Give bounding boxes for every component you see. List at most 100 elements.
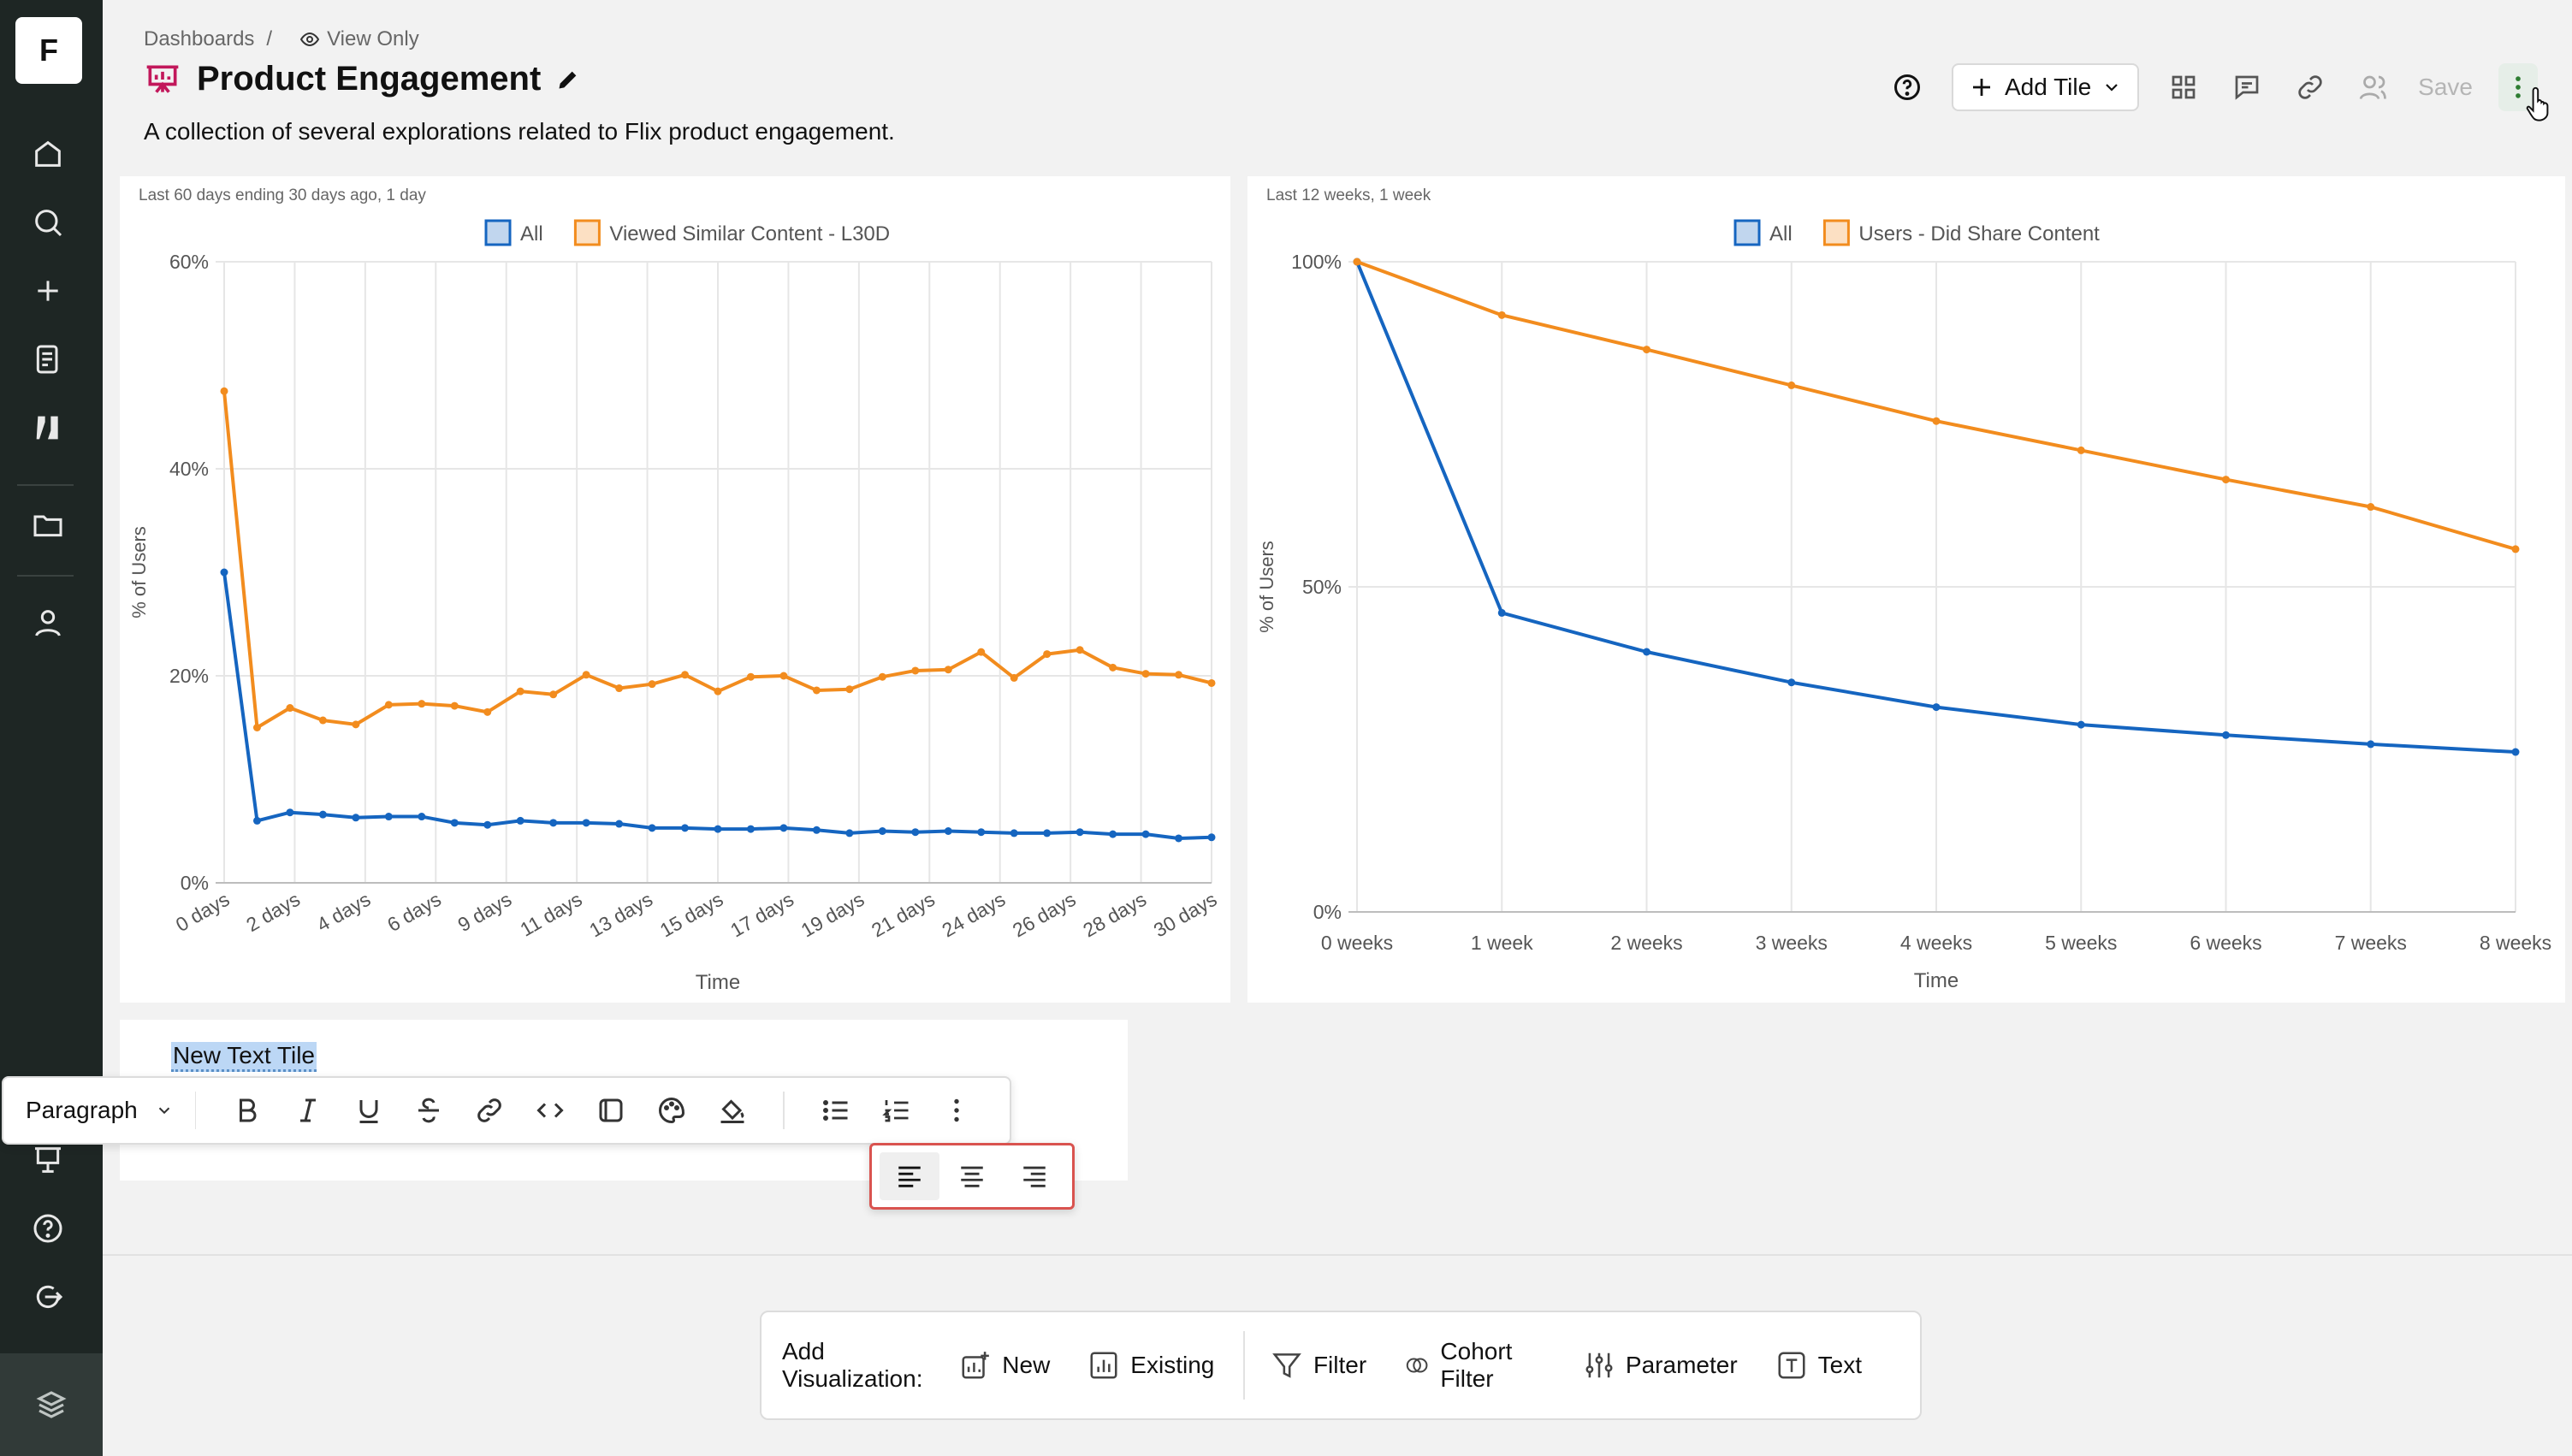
underline-button[interactable] xyxy=(338,1085,399,1136)
data-point xyxy=(286,808,294,817)
data-point xyxy=(878,672,886,681)
text-tile-title[interactable]: New Text Tile xyxy=(171,1042,317,1072)
quote-block-button[interactable] xyxy=(581,1085,642,1136)
cohort-filter-button[interactable]: Cohort Filter xyxy=(1404,1338,1545,1393)
strikethrough-button[interactable] xyxy=(399,1085,459,1136)
data-point xyxy=(878,827,886,835)
search-icon[interactable] xyxy=(29,204,67,241)
chart-tile-share-weekly[interactable]: Last 12 weeks, 1 week 0% 50% 100% 0 weeks 1 … xyxy=(1247,176,2565,1003)
copy-link-button[interactable] xyxy=(2291,68,2329,106)
legend-label: All xyxy=(1769,222,1793,246)
link-icon xyxy=(477,1098,502,1122)
users-icon xyxy=(2359,75,2387,100)
legend-swatch xyxy=(1733,219,1761,246)
highlight-button[interactable] xyxy=(702,1085,763,1136)
parameter-label: Parameter xyxy=(1625,1352,1738,1378)
x-tick-label: 6 days xyxy=(383,888,445,936)
logout-icon[interactable] xyxy=(29,1278,67,1316)
data-point xyxy=(681,671,690,679)
line-chart-weekly: 0% 50% 100% 0 weeks 1 week 2 weeks 3 weeks 4 we… xyxy=(1256,219,2551,992)
x-tick-label: 17 days xyxy=(726,888,797,942)
data-point xyxy=(1010,829,1018,837)
comments-button[interactable] xyxy=(2228,68,2266,106)
data-point xyxy=(1643,648,1650,656)
plus-icon[interactable] xyxy=(29,272,67,310)
bold-button[interactable] xyxy=(216,1085,277,1136)
more-format-button[interactable] xyxy=(927,1085,987,1136)
breadcrumb-dashboards[interactable]: Dashboards xyxy=(144,27,255,50)
data-point xyxy=(779,672,788,680)
code-icon xyxy=(536,1103,564,1118)
sliders-icon xyxy=(1585,1352,1613,1378)
align-left-button[interactable] xyxy=(880,1152,940,1200)
y-tick-label: 60% xyxy=(169,251,209,273)
folder-icon[interactable] xyxy=(29,506,67,544)
home-icon[interactable] xyxy=(29,135,67,173)
save-button[interactable]: Save xyxy=(2418,74,2473,100)
data-point xyxy=(516,816,524,825)
add-tile-button[interactable]: Add Tile xyxy=(1952,63,2140,111)
new-visualization-button[interactable]: New xyxy=(959,1349,1050,1382)
data-point xyxy=(252,816,261,825)
align-right-button[interactable] xyxy=(1005,1152,1064,1200)
lab-flask-icon[interactable] xyxy=(29,409,67,447)
data-point xyxy=(1497,311,1506,319)
align-right-icon xyxy=(1022,1166,1046,1187)
block-type-select[interactable]: Paragraph xyxy=(26,1097,175,1124)
data-point xyxy=(1207,833,1216,842)
code-button[interactable] xyxy=(520,1085,581,1136)
text-label: Text xyxy=(1817,1352,1862,1378)
hand-cursor-icon xyxy=(2526,86,2549,121)
y-tick-label: 50% xyxy=(1302,576,1342,598)
italic-button[interactable] xyxy=(277,1085,338,1136)
app-logo[interactable]: F xyxy=(15,17,82,84)
x-axis-label: Time xyxy=(696,971,740,994)
x-tick-label: 26 days xyxy=(1009,888,1080,942)
share-users-button[interactable] xyxy=(2355,68,2392,106)
presentation-icon[interactable] xyxy=(29,1141,67,1179)
data-point xyxy=(418,700,426,708)
data-point xyxy=(1175,671,1183,679)
data-point xyxy=(1932,703,1941,712)
notebook-icon[interactable] xyxy=(29,340,67,378)
existing-visualization-button[interactable]: Existing xyxy=(1087,1349,1214,1382)
data-point xyxy=(220,387,228,395)
chart-tile-engagement-daily[interactable]: Last 60 days ending 30 days ago, 1 day 0… xyxy=(120,176,1230,1003)
help-icon[interactable] xyxy=(29,1210,67,1247)
more-options-button[interactable] xyxy=(2498,63,2538,111)
parameter-button[interactable]: Parameter xyxy=(1583,1349,1738,1382)
workspace-logo[interactable] xyxy=(0,1353,103,1456)
align-center-button[interactable] xyxy=(942,1152,1002,1200)
data-point xyxy=(352,720,360,729)
chevron-down-icon xyxy=(158,1107,169,1115)
bullet-list-button[interactable] xyxy=(805,1085,866,1136)
strikethrough-icon xyxy=(418,1098,440,1123)
data-point xyxy=(2511,545,2520,553)
data-point xyxy=(1141,830,1150,838)
data-point xyxy=(2077,720,2085,729)
numbered-list-button[interactable] xyxy=(866,1085,927,1136)
filter-button[interactable]: Filter xyxy=(1271,1349,1366,1382)
x-tick-label: 19 days xyxy=(797,888,868,942)
data-point xyxy=(286,704,294,713)
layout-grid-button[interactable] xyxy=(2165,68,2202,106)
data-point xyxy=(1076,828,1084,837)
data-point xyxy=(549,690,558,699)
existing-label: Existing xyxy=(1130,1352,1215,1378)
user-icon[interactable] xyxy=(29,604,67,642)
y-tick-label: 0% xyxy=(1313,901,1342,923)
sidebar: F xyxy=(0,0,103,1456)
text-color-button[interactable] xyxy=(642,1085,702,1136)
data-point xyxy=(2222,731,2230,739)
text-tile-button[interactable]: Text xyxy=(1775,1349,1862,1382)
edit-pencil-icon[interactable] xyxy=(556,68,580,92)
link-button[interactable] xyxy=(459,1085,520,1136)
data-point xyxy=(1109,830,1117,838)
help-button[interactable] xyxy=(1888,68,1926,106)
add-visualization-bar: Add Visualization: New Existing Filter C… xyxy=(760,1311,1922,1420)
dashboard-description: A collection of several explorations rel… xyxy=(144,118,895,145)
data-point xyxy=(1787,381,1796,389)
data-point xyxy=(2511,748,2520,756)
sidebar-divider xyxy=(17,484,74,486)
data-point xyxy=(1787,678,1796,687)
